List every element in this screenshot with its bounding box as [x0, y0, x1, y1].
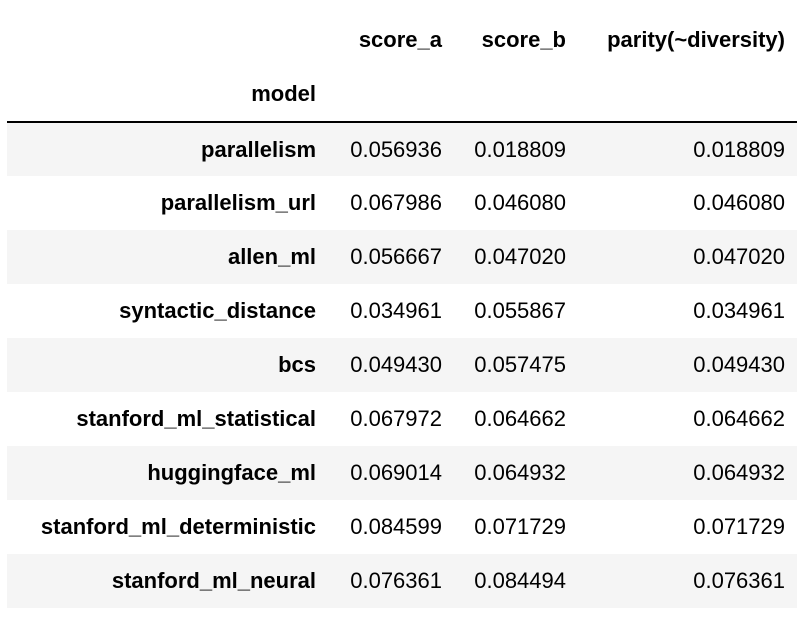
cell-score-a: 0.049430 [350, 352, 442, 377]
dataframe-output: score_a score_b parity(~diversity) model… [7, 13, 797, 608]
row-label: stanford_ml_deterministic [40, 514, 316, 539]
row-label: huggingface_ml [147, 460, 316, 485]
cell-parity: 0.034961 [693, 298, 785, 323]
index-name-row: model [7, 67, 797, 123]
cell-score-b: 0.018809 [474, 136, 566, 162]
column-header-row: score_a score_b parity(~diversity) [7, 13, 797, 67]
table-row: bcs 0.049430 0.057475 0.049430 [7, 338, 797, 392]
row-label: parallelism [201, 136, 316, 162]
dataframe-table: score_a score_b parity(~diversity) model… [7, 13, 797, 608]
cell-parity: 0.071729 [693, 514, 785, 539]
table-row: allen_ml 0.056667 0.047020 0.047020 [7, 230, 797, 284]
row-label: parallelism_url [160, 190, 316, 215]
cell-parity: 0.049430 [693, 352, 785, 377]
row-label: allen_ml [227, 244, 316, 269]
cell-score-b: 0.064662 [474, 406, 566, 431]
index-name-label: model [7, 67, 328, 123]
row-label: syntactic_distance [119, 298, 316, 323]
cell-score-b: 0.055867 [474, 298, 566, 323]
cell-score-a: 0.056936 [350, 136, 442, 162]
cell-parity: 0.076361 [693, 568, 785, 593]
table-row: huggingface_ml 0.069014 0.064932 0.06493… [7, 446, 797, 500]
cell-score-a: 0.084599 [350, 514, 442, 539]
table-row: stanford_ml_statistical 0.067972 0.06466… [7, 392, 797, 446]
cell-parity: 0.046080 [693, 190, 785, 215]
cell-score-a: 0.056667 [350, 244, 442, 269]
index-name-blank [328, 67, 454, 123]
cell-parity: 0.047020 [693, 244, 785, 269]
cell-score-a: 0.076361 [350, 568, 442, 593]
cell-parity: 0.064932 [693, 460, 785, 485]
cell-score-a: 0.067972 [350, 406, 442, 431]
cell-parity: 0.064662 [693, 406, 785, 431]
cell-score-b: 0.057475 [474, 352, 566, 377]
cell-parity: 0.018809 [693, 136, 785, 162]
table-row: parallelism 0.056936 0.018809 0.018809 [7, 122, 797, 176]
cell-score-a: 0.034961 [350, 298, 442, 323]
column-header-parity: parity(~diversity) [607, 27, 785, 52]
index-name-blank [454, 67, 578, 123]
column-header-score-b: score_b [481, 27, 566, 52]
cell-score-b: 0.071729 [474, 514, 566, 539]
cell-score-b: 0.064932 [474, 460, 566, 485]
table-row: stanford_ml_deterministic 0.084599 0.071… [7, 500, 797, 554]
index-name-blank [578, 67, 797, 123]
table-row: syntactic_distance 0.034961 0.055867 0.0… [7, 284, 797, 338]
cell-score-b: 0.047020 [474, 244, 566, 269]
header-corner [7, 13, 328, 67]
table-row: stanford_ml_neural 0.076361 0.084494 0.0… [7, 554, 797, 608]
cell-score-a: 0.069014 [350, 460, 442, 485]
column-header-score-a: score_a [358, 27, 442, 52]
row-label: stanford_ml_statistical [76, 406, 316, 431]
table-row: parallelism_url 0.067986 0.046080 0.0460… [7, 176, 797, 230]
cell-score-b: 0.084494 [474, 568, 566, 593]
cell-score-a: 0.067986 [350, 190, 442, 215]
row-label: bcs [278, 352, 316, 377]
cell-score-b: 0.046080 [474, 190, 566, 215]
row-label: stanford_ml_neural [111, 568, 316, 593]
